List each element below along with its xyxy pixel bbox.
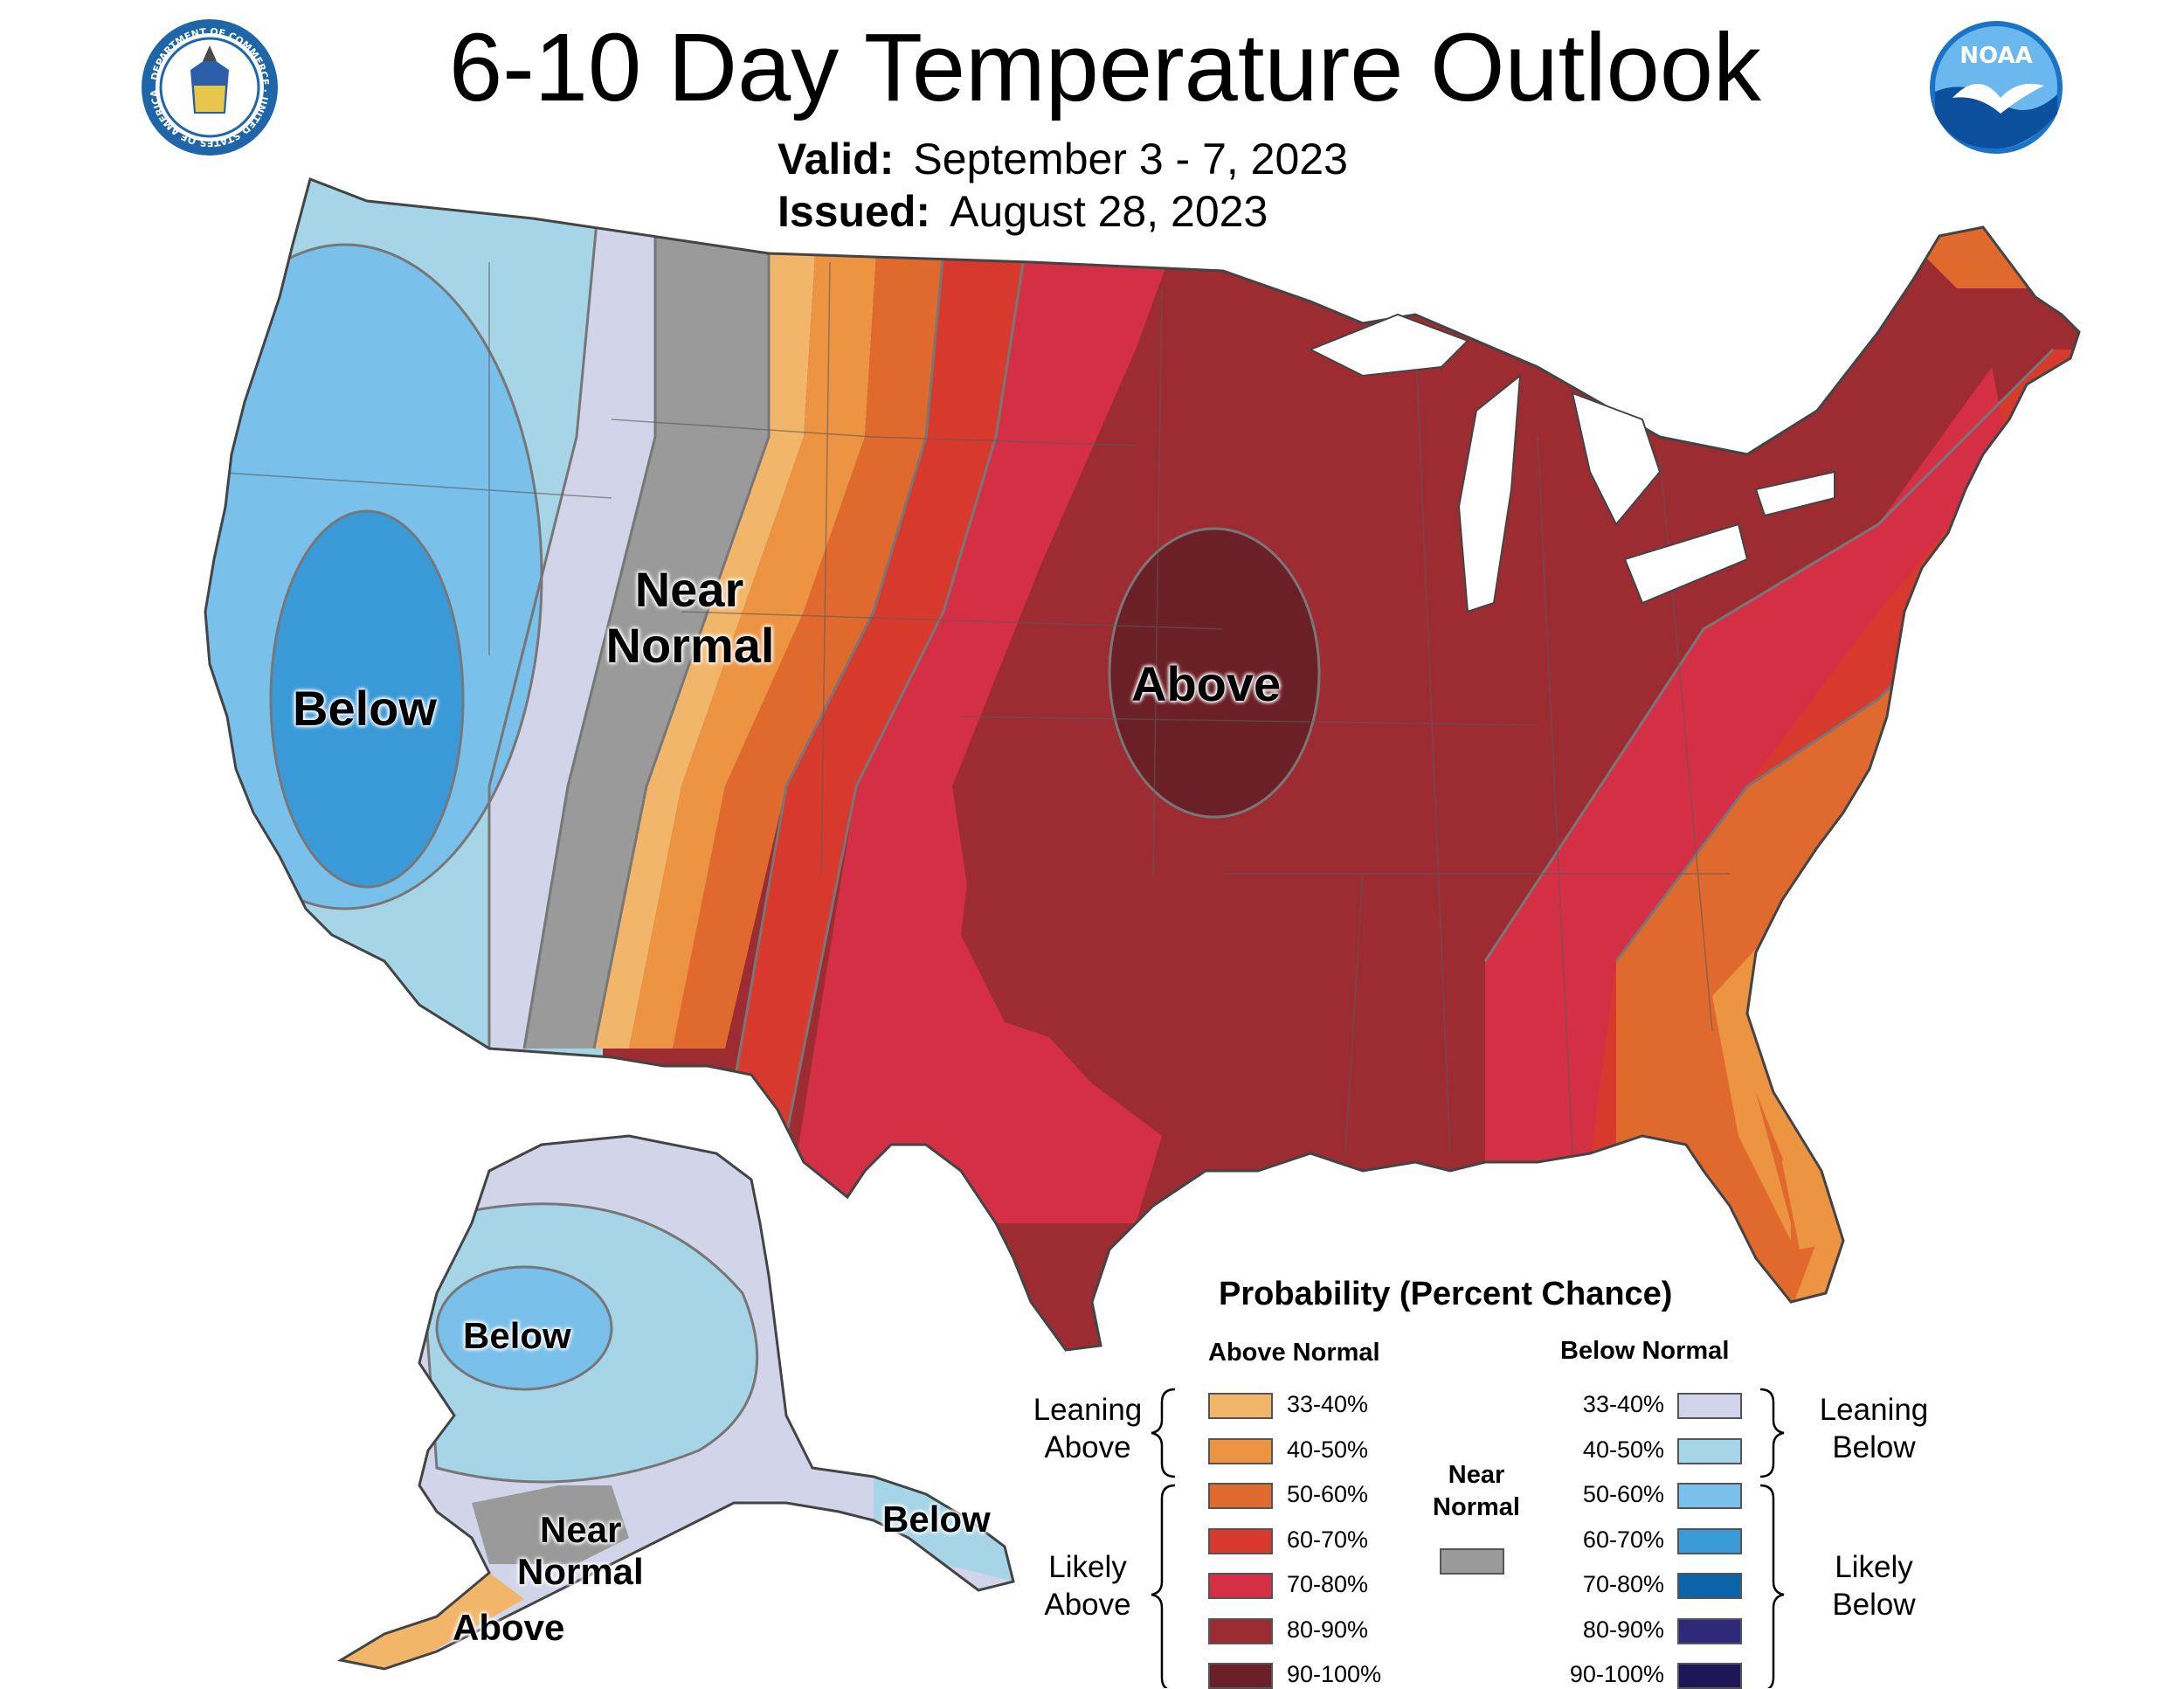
- great-lakes: [1308, 313, 1835, 613]
- conus-below-label: Below: [293, 681, 437, 736]
- legend-above-swatch-4: [1208, 1527, 1273, 1554]
- legend-below-swatch-1: [1677, 1393, 1742, 1419]
- page-title: 6-10 Day Temperature Outlook: [448, 14, 1762, 121]
- alaska-above-label: Above: [453, 1607, 565, 1648]
- legend-likely-below-line1: Likely: [1835, 1550, 1913, 1584]
- department-of-commerce-seal: DEPARTMENT OF COMMERCE · UNITED STATES O…: [142, 19, 278, 156]
- legend-above-range-label-3: 50-60%: [1287, 1481, 1369, 1507]
- legend-below-range-label-7: 90-100%: [1569, 1661, 1664, 1687]
- legend-likely-below-label: Likely Below: [1804, 1548, 1944, 1623]
- issued-label: Issued:: [778, 187, 931, 236]
- legend-below-swatch-5: [1677, 1573, 1742, 1599]
- valid-label: Valid:: [778, 135, 895, 183]
- legend-below-swatch-4: [1677, 1527, 1742, 1554]
- legend-below-range-label-3: 50-60%: [1582, 1481, 1664, 1507]
- legend-above-swatch-5: [1208, 1573, 1273, 1599]
- legend-above-range-label-2: 40-50%: [1287, 1436, 1369, 1463]
- conus-above-label: Above: [1131, 656, 1282, 711]
- legend-near-line2: Normal: [1433, 1493, 1520, 1521]
- legend-below-swatch-2: [1677, 1437, 1742, 1464]
- svg-text:NOAA: NOAA: [1959, 43, 2032, 69]
- legend-leaning-above-line2: Above: [1044, 1430, 1131, 1464]
- legend-likely-above-line1: Likely: [1048, 1550, 1127, 1584]
- legend-below-header: Below Normal: [1560, 1337, 1730, 1365]
- legend-leaning-below-line2: Below: [1832, 1430, 1916, 1464]
- legend-likely-above-label: Likely Above: [1018, 1548, 1158, 1623]
- legend-near-normal-label: Near Normal: [1424, 1459, 1529, 1524]
- legend-above-header: Above Normal: [1208, 1339, 1380, 1367]
- legend-below-swatch-6: [1677, 1617, 1742, 1644]
- valid-dates: Valid: September 3 - 7, 2023: [778, 133, 1348, 185]
- conus-outline: [204, 177, 2081, 1352]
- legend-leaning-above-line1: Leaning: [1033, 1393, 1143, 1427]
- alaska-near-label-line2: Normal: [517, 1551, 644, 1592]
- legend-leaning-below-line1: Leaning: [1819, 1393, 1929, 1427]
- legend-above-swatch-1: [1208, 1393, 1273, 1419]
- legend-below-swatch-3: [1677, 1483, 1742, 1509]
- legend-below-range-label-6: 80-90%: [1582, 1616, 1664, 1643]
- alaska-near-label-line1: Near: [540, 1509, 622, 1550]
- legend-above-range-label-4: 60-70%: [1287, 1526, 1369, 1553]
- issued-date: Issued: August 28, 2023: [778, 185, 1268, 238]
- legend-above-range-label-1: 33-40%: [1287, 1391, 1369, 1417]
- state-boundaries: [209, 261, 1730, 1154]
- legend-likely-below-line2: Below: [1832, 1588, 1916, 1622]
- alaska-below-label: Below: [463, 1315, 571, 1356]
- alaska-panhandle-below-label: Below: [882, 1499, 991, 1540]
- legend-above-swatch-7: [1208, 1663, 1273, 1689]
- legend-below-range-label-2: 40-50%: [1582, 1436, 1664, 1463]
- legend-below-range-label-5: 70-80%: [1582, 1571, 1664, 1597]
- legend-leaning-below-label: Leaning Below: [1804, 1391, 1944, 1466]
- legend-near-normal-swatch: [1440, 1548, 1504, 1575]
- legend-title: Probability (Percent Chance): [1219, 1276, 1673, 1312]
- legend-below-swatch-7: [1677, 1663, 1742, 1689]
- legend-near-line1: Near: [1448, 1461, 1505, 1489]
- issued-value: August 28, 2023: [950, 187, 1268, 236]
- legend-leaning-above-label: Leaning Above: [1018, 1391, 1158, 1466]
- legend-likely-above-line2: Above: [1044, 1588, 1131, 1622]
- legend-below-range-label-1: 33-40%: [1582, 1391, 1664, 1417]
- alaska-outline: [336, 1134, 1015, 1671]
- conus-near-label-line1: Near: [634, 562, 744, 617]
- legend-above-range-label-7: 90-100%: [1287, 1661, 1382, 1687]
- legend-below-range-label-4: 60-70%: [1582, 1526, 1664, 1553]
- legend-above-swatch-2: [1208, 1437, 1273, 1464]
- legend-above-range-label-5: 70-80%: [1287, 1571, 1369, 1597]
- conus-near-label-line2: Normal: [605, 618, 775, 673]
- valid-value: September 3 - 7, 2023: [913, 135, 1348, 183]
- legend-above-range-label-6: 80-90%: [1287, 1616, 1369, 1643]
- noaa-logo: NOAA: [1930, 21, 2063, 154]
- legend-above-swatch-3: [1208, 1483, 1273, 1509]
- legend-above-swatch-6: [1208, 1617, 1273, 1644]
